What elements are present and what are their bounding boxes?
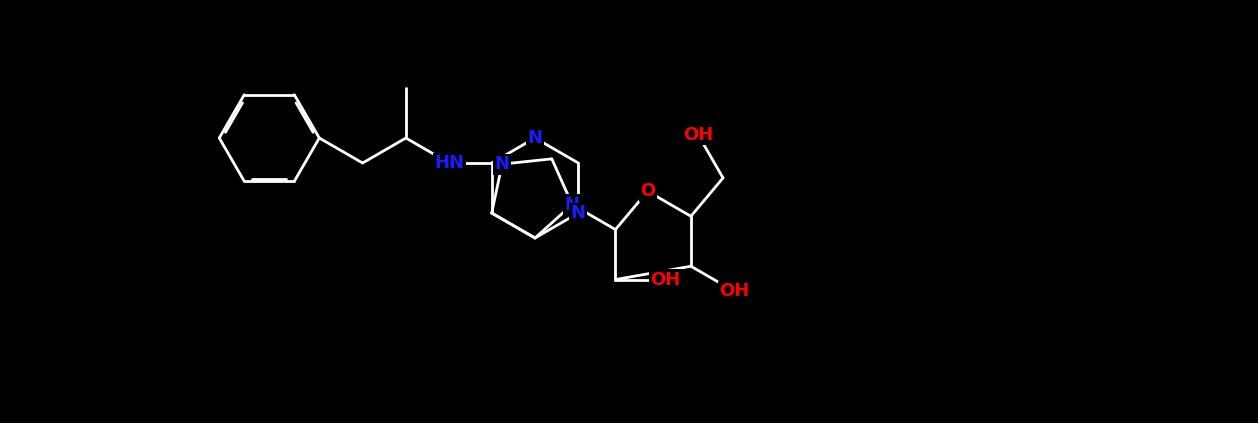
Text: HN: HN	[434, 154, 464, 172]
Text: OH: OH	[650, 271, 681, 288]
Text: N: N	[571, 204, 586, 222]
Text: N: N	[565, 195, 580, 214]
Text: N: N	[527, 129, 542, 147]
Text: N: N	[494, 155, 509, 173]
Text: O: O	[640, 182, 655, 200]
Text: OH: OH	[683, 126, 713, 144]
Text: OH: OH	[720, 282, 750, 300]
